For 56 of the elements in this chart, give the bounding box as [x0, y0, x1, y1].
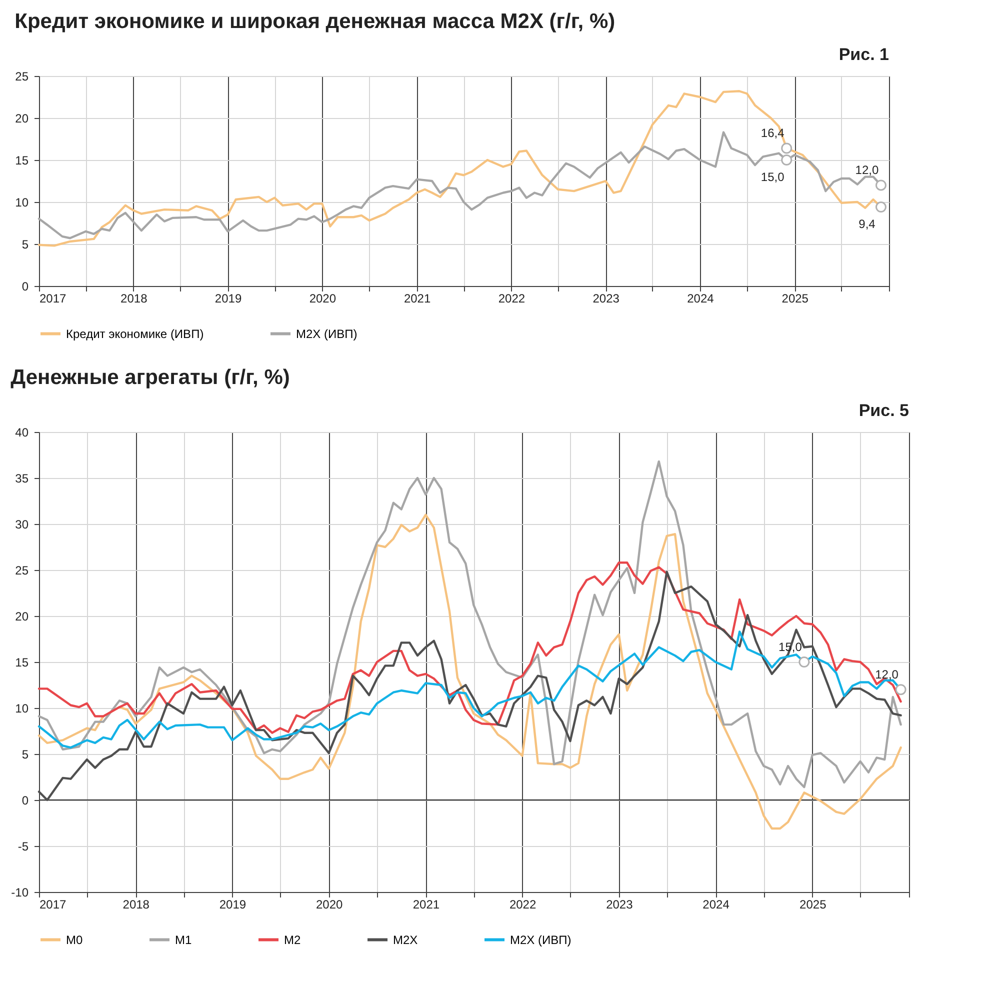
x-tick-label: 2022 — [509, 898, 536, 912]
x-tick-label: 2021 — [412, 898, 440, 912]
x-tick-label: 2023 — [592, 292, 620, 306]
x-tick-label: 2024 — [702, 898, 730, 912]
line-series — [38, 460, 902, 788]
x-tick-label: 2020 — [309, 292, 336, 306]
y-tick-label: -5 — [18, 840, 29, 854]
x-tick-label: 2017 — [40, 292, 67, 306]
y-tick-label: 5 — [22, 238, 29, 252]
y-tick-label: 25 — [15, 70, 29, 84]
y-tick-label: 15 — [15, 154, 29, 168]
y-tick-label: 10 — [15, 702, 29, 716]
x-tick-label: 2018 — [120, 292, 148, 306]
y-tick-label: 40 — [15, 426, 29, 440]
y-tick-label: 5 — [22, 748, 29, 762]
annotation: 9,4 — [858, 217, 876, 232]
annotation: 12,0 — [855, 163, 879, 178]
chart-title: Кредит экономике и широкая денежная масса M2X (г/г, %) — [14, 10, 616, 33]
legend-label: M2X (ИВП) — [296, 326, 358, 341]
y-tick-label: 10 — [15, 196, 29, 210]
y-tick-label: -10 — [11, 886, 29, 900]
y-tick-label: 30 — [15, 518, 29, 532]
y-tick-label: 35 — [15, 472, 29, 486]
y-tick-label: 0 — [22, 794, 29, 808]
annotation: 12,0 — [875, 668, 899, 682]
x-tick-label: 2017 — [40, 898, 67, 912]
line-series — [38, 562, 902, 734]
annotation: 15,0 — [760, 170, 785, 184]
y-tick-label: 0 — [22, 280, 29, 294]
legend-label: M2 — [284, 932, 301, 947]
text: Рис. 5 — [858, 401, 909, 420]
x-tick-label: 2025 — [800, 898, 827, 912]
y-tick-label: 20 — [15, 610, 29, 624]
y-tick-label: 25 — [15, 564, 29, 578]
chart-title: Денежные агрегаты (г/г, %) — [10, 366, 290, 389]
point — [781, 154, 792, 166]
y-tick-label: 15 — [15, 656, 29, 670]
x-tick-label: 2022 — [498, 292, 526, 306]
x-tick-label: 2020 — [316, 898, 343, 912]
x-tick-label: 2023 — [606, 898, 634, 912]
legend-label: M1 — [175, 932, 192, 947]
x-tick-label: 2019 — [219, 898, 246, 912]
text: Рис. 1 — [838, 45, 889, 64]
legend-label: Кредит экономике (ИВП) — [66, 326, 204, 341]
legend-label: M2X (ИВП) — [510, 932, 572, 947]
point — [875, 180, 886, 191]
x-tick-label: 2018 — [122, 898, 150, 912]
line-series — [38, 570, 902, 802]
x-tick-label: 2025 — [782, 292, 809, 306]
legend-label: M0 — [66, 932, 83, 947]
x-tick-label: 2021 — [404, 292, 431, 306]
y-tick-label: 20 — [15, 112, 29, 126]
line-series — [38, 514, 902, 830]
legend-label: M2X — [393, 932, 418, 947]
x-tick-label: 2019 — [214, 292, 242, 306]
x-tick-label: 2024 — [687, 292, 714, 306]
